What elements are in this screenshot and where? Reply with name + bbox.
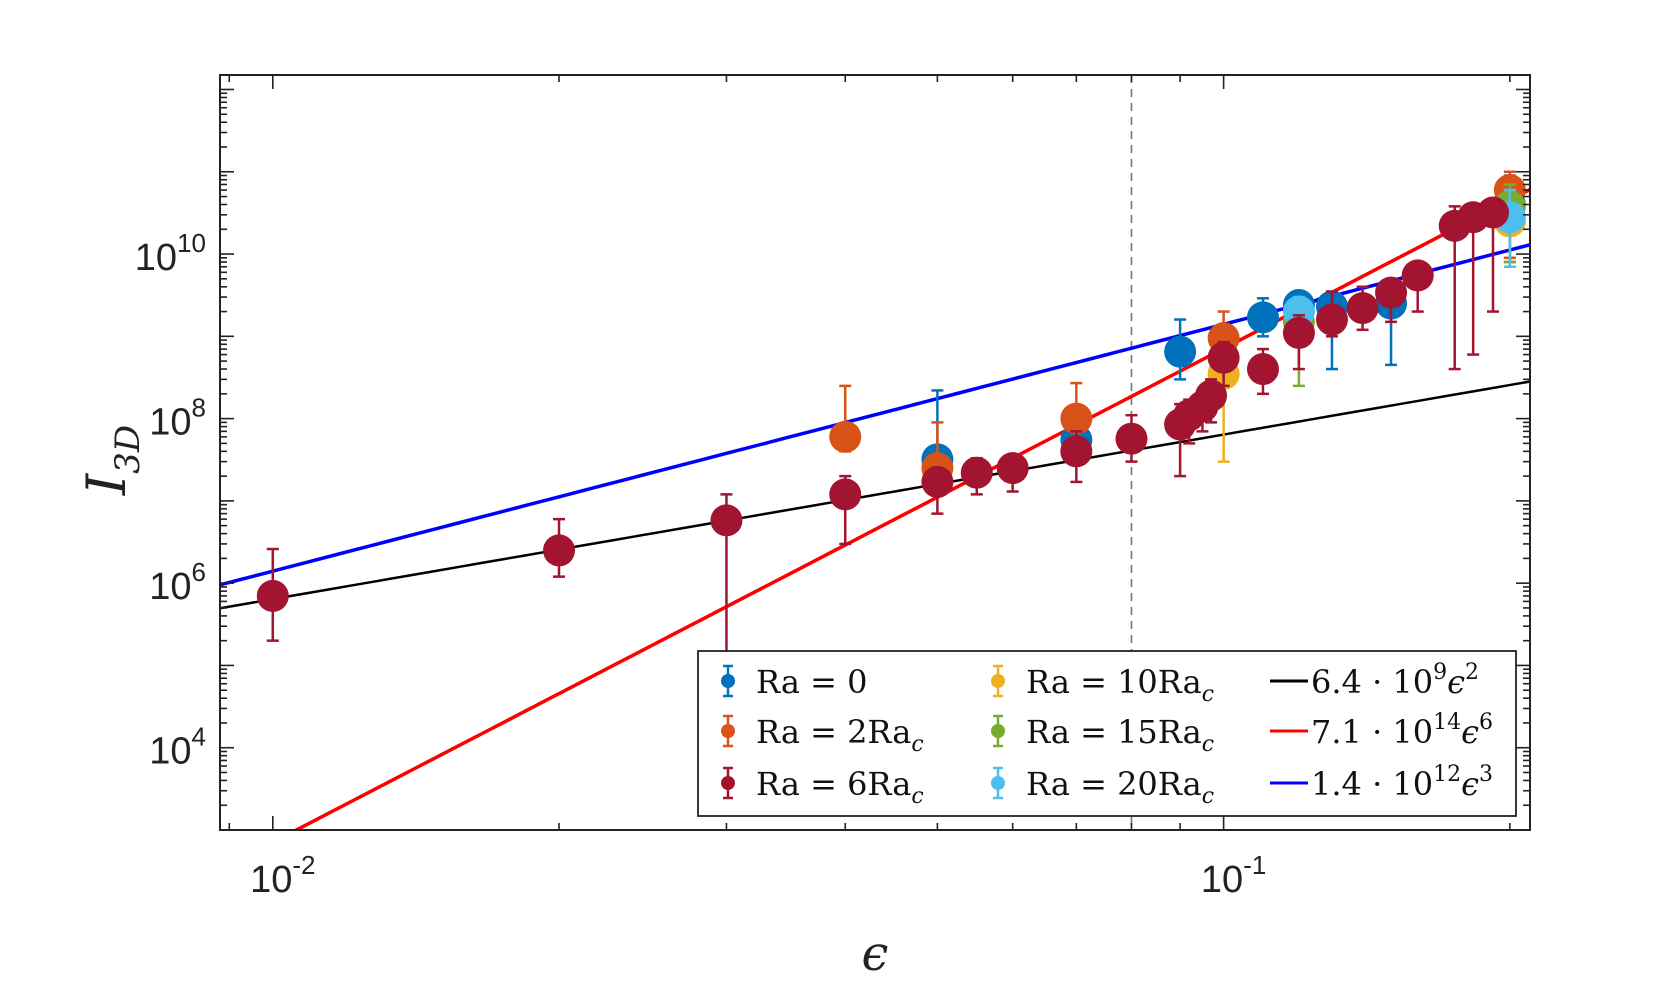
data-point [1115,422,1148,455]
series-2-point-16 [1315,290,1348,338]
data-point [1195,379,1228,412]
plot-frame [219,74,1531,831]
series-2-point-18 [1375,276,1408,324]
series-2-point-8 [1115,413,1148,463]
data-point [921,465,954,498]
legend-label: 6.4 · 109ϵ2 [1311,660,1479,701]
series-2-point-7 [1060,430,1093,484]
series-2-point-12 [1195,378,1228,424]
legend-box [697,650,1517,817]
series-2-point-19 [1401,259,1434,313]
series-1-point-0 [829,384,862,453]
fit-line-0 [220,380,1530,610]
series-2-point-1 [543,517,576,578]
data-point [543,534,576,567]
legend-label: 7.1 · 1014ϵ6 [1311,710,1493,751]
legend-label: Ra = 2Rac [756,713,924,757]
data-point [710,504,743,537]
data-point [1476,196,1509,229]
data-point [256,579,289,612]
legend-label: 1.4 · 1012ϵ3 [1311,762,1493,803]
legend-item-series-0: Ra = 0 [721,663,867,701]
legend-item-series-5: Ra = 20Rac [991,765,1214,809]
legend-label: Ra = 15Rac [1026,713,1214,757]
legend-item-fit-1: 7.1 · 1014ϵ6 [1270,710,1493,751]
series-2-point-5 [960,456,993,496]
legend-label: Ra = 20Rac [1026,765,1214,809]
data-point [1207,341,1240,374]
data-point [996,452,1029,485]
data-point [1282,316,1315,349]
series-2-point-0 [256,547,289,642]
legend-item-fit-0: 6.4 · 109ϵ2 [1270,660,1479,701]
y-axis-label: I3D [75,425,148,496]
series-2-point-6 [996,452,1029,493]
legend-label: Ra = 10Rac [1026,663,1214,707]
series-0-point-2 [1164,318,1197,381]
data-point [1060,402,1093,435]
data-point [1246,353,1279,386]
data-point [829,478,862,511]
y-tick-label-3: 1010 [135,228,206,279]
legend-marker [991,674,1005,688]
legend-item-series-1: Ra = 2Rac [721,713,924,757]
series-2-point-17 [1346,285,1379,332]
data-point [1346,292,1379,325]
legend-item-series-2: Ra = 6Rac [721,765,924,809]
data-point [1246,301,1279,334]
y-tick-label-2: 108 [149,393,206,444]
legend-marker [991,724,1005,738]
data-point [1315,303,1348,336]
legend-item-series-3: Ra = 10Rac [991,663,1214,707]
series-2-point-15 [1282,314,1315,371]
legend: Ra = 0 Ra = 2Rac Ra = 6Rac Ra = 10Rac Ra = 1… [697,650,1517,817]
series-2-point-13 [1207,340,1240,388]
legend-marker [721,724,735,738]
series-2-point-22 [1476,196,1509,313]
data-point [829,420,862,453]
data-point [1060,435,1093,468]
series-0-point-3 [1246,297,1279,338]
legend-label: Ra = 6Rac [756,765,924,809]
legend-item-fit-2: 1.4 · 1012ϵ3 [1270,762,1493,803]
y-tick-label-1: 106 [149,557,206,608]
x-axis-label: ϵ [862,926,889,982]
legend-label: Ra = 0 [756,663,867,701]
data-point [1164,335,1197,368]
legend-marker [721,776,735,790]
data-point [960,456,993,489]
legend-marker [991,776,1005,790]
series-2-point-4 [921,465,954,515]
data-point [1401,259,1434,292]
data-point [1375,276,1408,309]
x-tick-label-1: 10-1 [1201,850,1266,901]
x-tick-label-0: 10-2 [250,850,315,901]
series-2-point-14 [1246,347,1279,396]
series-2-point-3 [829,474,862,546]
y-tick-label-0: 104 [149,722,206,773]
legend-item-series-4: Ra = 15Rac [991,713,1214,757]
legend-marker [721,674,735,688]
